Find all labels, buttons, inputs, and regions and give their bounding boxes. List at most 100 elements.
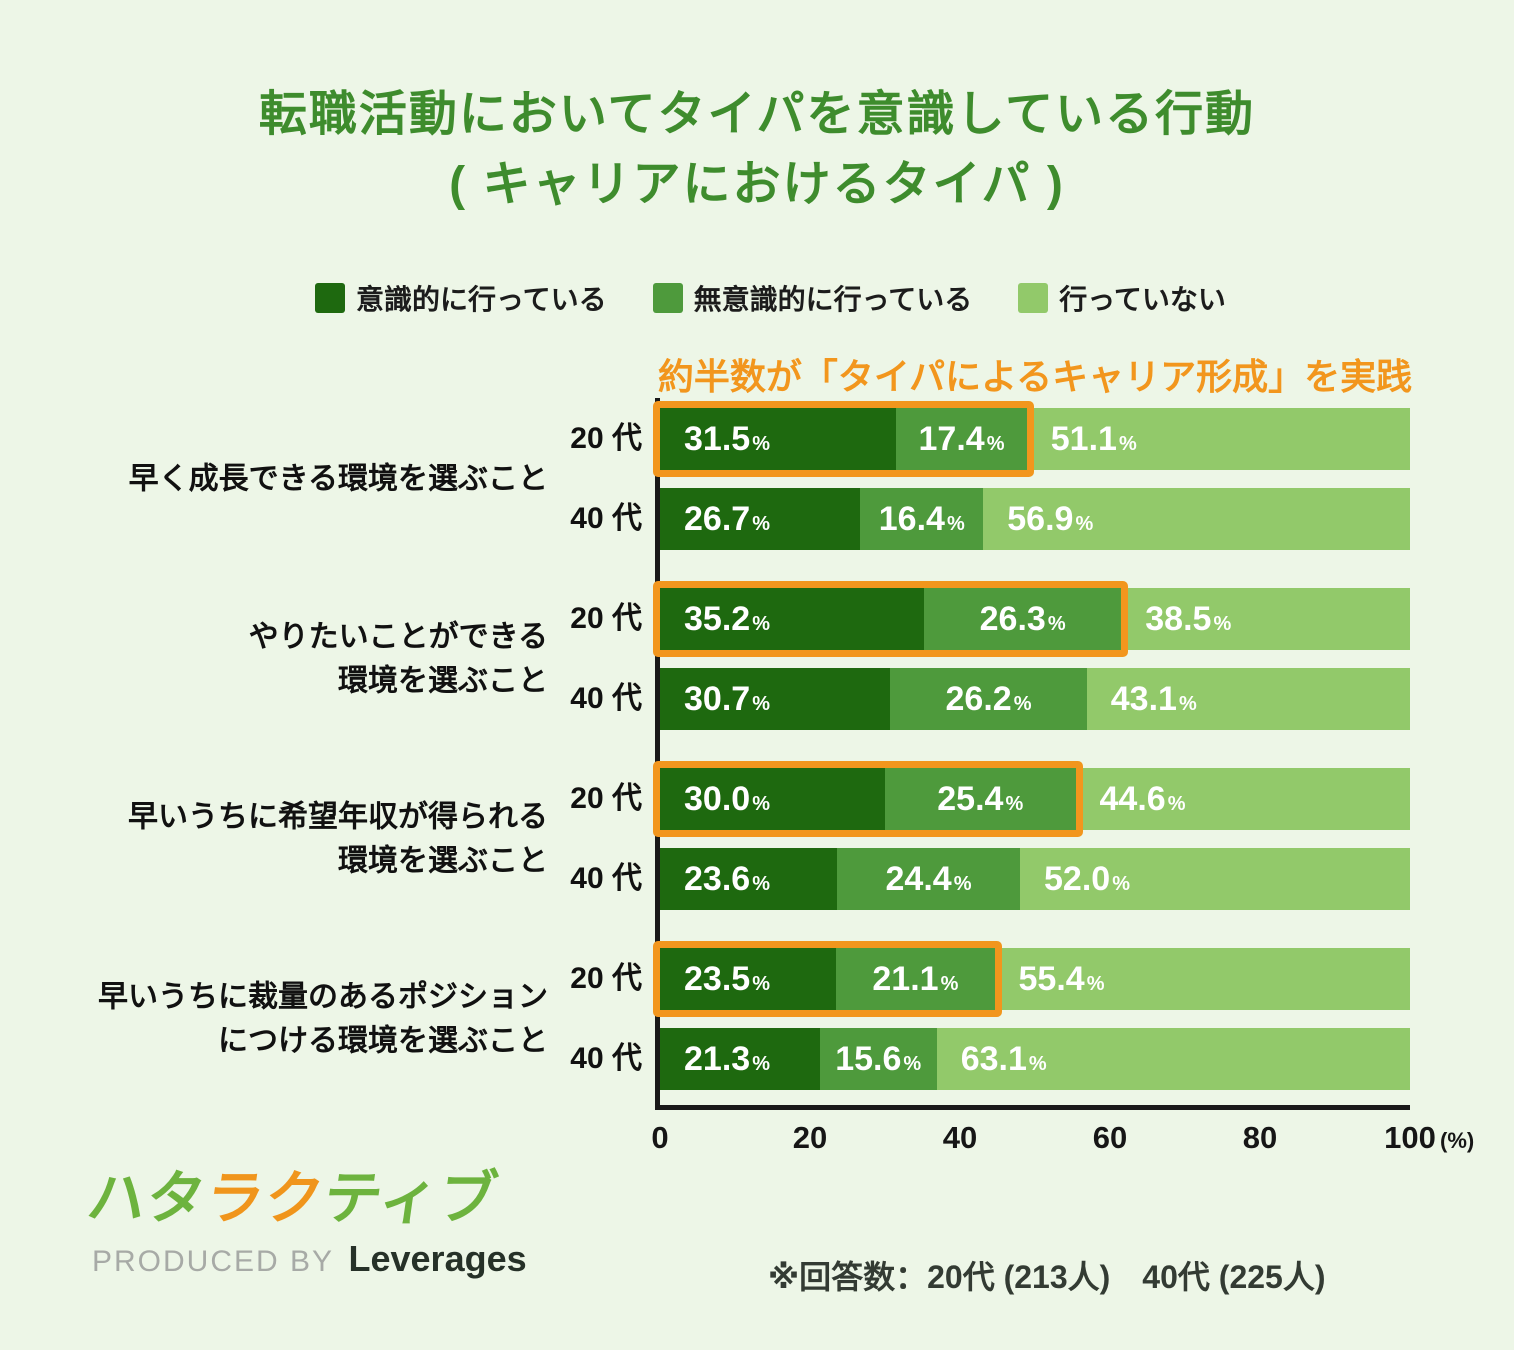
bar-segment: 23.6% [660,848,837,910]
legend-label: 行っていない [1059,284,1226,315]
logo-text-part: ティブ [319,1166,503,1231]
chart-title-line1: 転職活動においてタイパを意識している行動 [258,88,1256,141]
legend-swatch-unconscious-icon [652,283,683,313]
value-label: 15.6% [835,1040,921,1079]
bar-row: 40 代 30.7% 26.2% 43.1% [570,668,1410,730]
percent-sign: % [1118,432,1137,455]
chart-title: 転職活動においてタイパを意識している行動 ( キャリアにおけるタイパ ) [0,80,1514,219]
value-label: 23.6% [660,860,770,899]
percent-sign: % [752,792,770,815]
bar-segment: 26.3% [924,588,1122,650]
bar-segment: 55.4% [994,948,1410,1010]
bar-segment: 63.1% [936,1028,1410,1090]
value-number: 15.6 [835,1039,902,1078]
legend-label: 意識的に行っている [356,284,607,315]
value-number: 63.1 [960,1039,1027,1078]
category-labels: 早く成長できる環境を選ぶこと やりたいことができる 環境を選ぶこと 早いうちに希望年収… [80,398,548,1110]
axis-tick-label: 0 [651,1120,669,1155]
value-label: 43.1% [1087,680,1197,719]
legend: 意識的に行っている 無意識的に行っている 行っていない [315,278,1226,318]
value-label: 31.5% [660,420,770,459]
percent-sign: % [1075,512,1094,535]
value-label: 26.7% [660,500,770,539]
value-number: 16.4 [878,499,945,538]
value-label: 56.9% [983,500,1093,539]
row-label: 40 代 [570,862,642,895]
row-label: 20 代 [570,782,642,815]
bar-segment: 31.5% [660,408,897,470]
row-label: 40 代 [570,502,642,535]
value-label: 17.4% [919,420,1005,459]
bar-segment: 23.5% [660,948,837,1010]
bar-row: 40 代 26.7% 16.4% 56.9% [570,488,1410,550]
row-label: 20 代 [570,422,642,455]
value-number: 51.1 [1050,419,1117,458]
bar-segment: 21.1% [836,948,995,1010]
value-label: 51.1% [1027,420,1137,459]
axis-tick-label: 20 [792,1120,828,1155]
legend-item-not-doing: 行っていない [1018,278,1226,318]
produced-by-line: PRODUCED BY Leverages [92,1238,527,1280]
percent-sign: % [1112,872,1130,895]
value-label: 23.5% [660,960,770,999]
bar-segment: 26.7% [660,488,861,550]
bar: 23.5% 21.1% 55.4% [653,941,1410,1017]
percent-sign: % [752,612,770,635]
percent-sign: % [752,432,770,455]
chart-plot: 20 代 31.5% 17.4% 51.1% 40 代 26.7% 16.4% 56.9% 20… [570,398,1410,1110]
value-label: 38.5% [1121,600,1231,639]
value-number: 26.7 [684,499,751,538]
percent-sign: % [1086,972,1105,995]
percent-sign: % [752,512,770,535]
value-label: 52.0% [1020,860,1130,899]
legend-item-conscious: 意識的に行っている [315,278,607,318]
value-number: 55.4 [1018,959,1085,998]
category-label: 早いうちに裁量のあるポジション につける環境を選ぶこと [98,980,548,1058]
legend-item-unconscious: 無意識的に行っている [652,278,973,318]
bar: 23.6% 24.4% 52.0% [660,848,1410,910]
bar-segment: 44.6% [1075,768,1410,830]
value-label: 24.4% [886,860,972,899]
bar: 31.5% 17.4% 51.1% [653,401,1410,477]
bar: 30.7% 26.2% 43.1% [660,668,1410,730]
bar-segment: 21.3% [660,1028,820,1090]
value-label: 55.4% [995,960,1105,999]
logo-text: ハタラクティブ [83,1164,502,1234]
percent-sign: % [1047,612,1066,635]
bar-row: 20 代 31.5% 17.4% 51.1% [570,401,1410,477]
value-label: 44.6% [1076,780,1186,819]
value-number: 44.6 [1099,779,1166,818]
bar-segment: 51.1% [1026,408,1410,470]
bar-segment: 52.0% [1020,848,1410,910]
percent-sign: % [940,972,959,995]
value-label: 21.1% [872,960,958,999]
percent-sign: % [1213,612,1232,635]
row-label: 20 代 [570,962,642,995]
chart-title-line2: ( キャリアにおけるタイパ ) [449,157,1065,211]
percent-sign: % [1013,692,1032,715]
axis-tick-label: 60 [1092,1120,1128,1155]
bar-segment: 16.4% [860,488,984,550]
company-name: Leverages [348,1237,527,1279]
value-label: 30.0% [660,780,770,819]
produced-by-label: PRODUCED BY [92,1244,335,1278]
bar-row: 40 代 21.3% 15.6% 63.1% [570,1028,1410,1090]
logo: ハタラクティブ PRODUCED BY Leverages [83,1164,527,1280]
bar-segment: 26.2% [890,668,1087,730]
category-label: 早く成長できる環境を選ぶこと [128,462,548,496]
percent-sign: % [986,432,1005,455]
value-number: 38.5 [1145,599,1212,638]
percent-sign: % [752,1052,770,1075]
value-label: 26.3% [980,600,1066,639]
logo-text-part: ラク [201,1166,329,1231]
value-label: 25.4% [937,780,1023,819]
bar-segment: 35.2% [660,588,924,650]
row-label: 40 代 [570,682,642,715]
logo-text-part: ハタ [83,1166,211,1231]
bar-segment: 43.1% [1086,668,1410,730]
value-label: 63.1% [937,1040,1047,1079]
value-number: 52.0 [1044,859,1111,898]
value-number: 17.4 [918,419,985,458]
x-axis: 0 20 40 60 80 100 (%) [651,1120,1474,1164]
legend-label: 無意識的に行っている [693,284,973,315]
